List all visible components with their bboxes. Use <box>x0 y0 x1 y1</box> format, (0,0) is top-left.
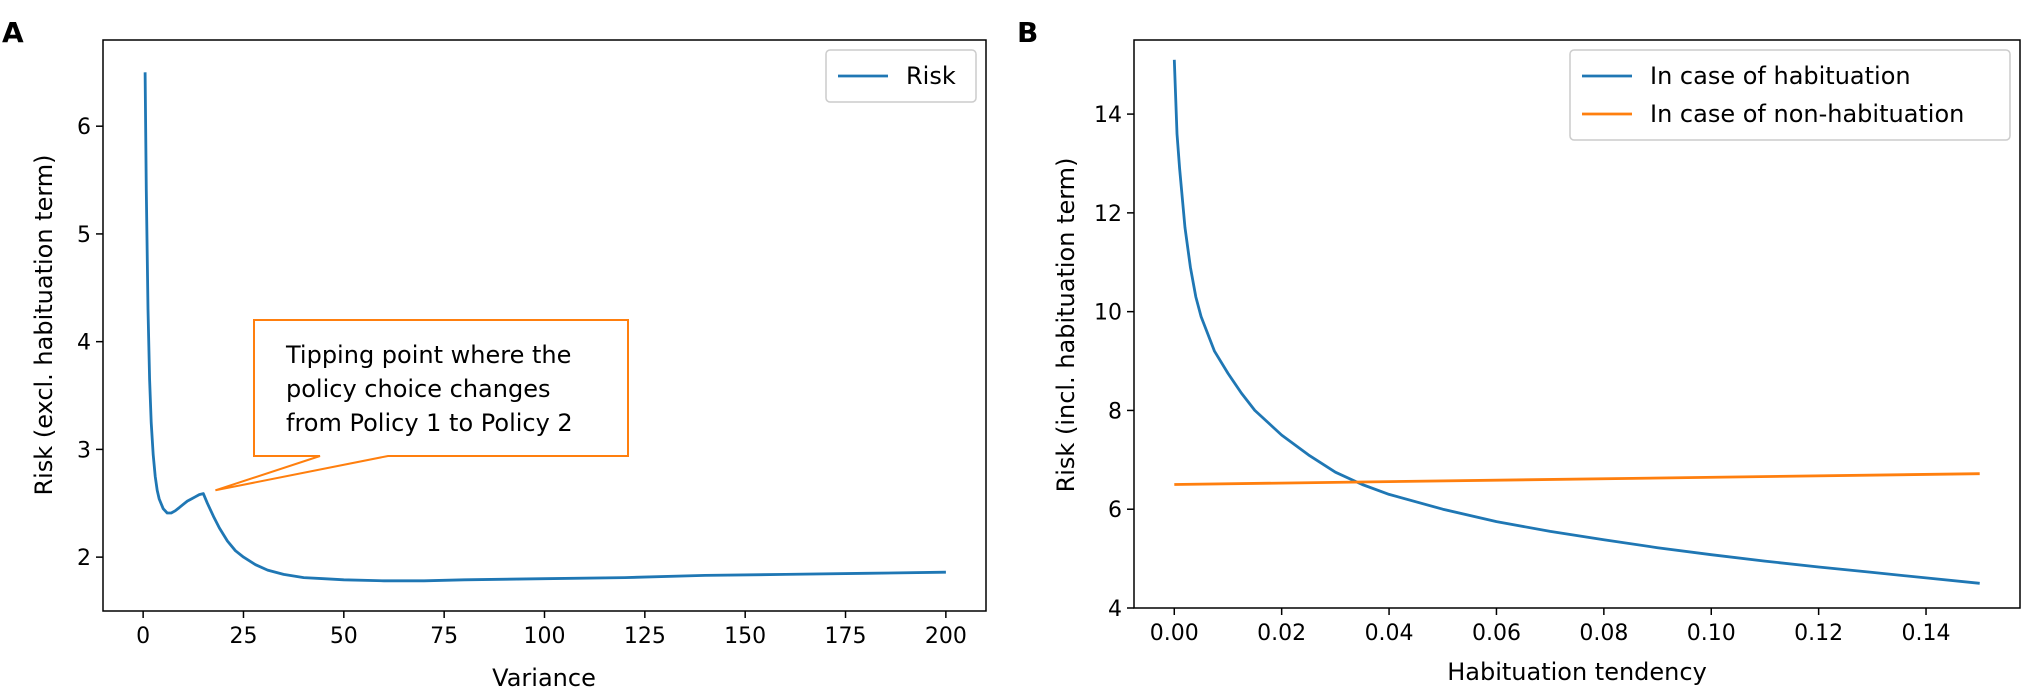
legend-b: In case of habituation In case of non-hab… <box>1569 49 2011 141</box>
plot-frame-a <box>102 39 987 612</box>
legend-entry: Risk <box>906 62 956 90</box>
annotation-line-3: from Policy 1 to Policy 2 <box>286 409 573 437</box>
annotation-callout <box>215 319 629 492</box>
y-tick-label: 4 <box>77 331 91 356</box>
legend-a: Risk <box>825 49 977 103</box>
legend-box <box>1569 49 2011 141</box>
panel-label-b: B <box>1017 16 1038 49</box>
y-tick-label: 2 <box>77 546 91 571</box>
x-tick-label: 125 <box>624 624 666 649</box>
y-axis-label-a: Risk (excl. habituation term) <box>30 154 58 495</box>
x-tick-label: 0.00 <box>1150 621 1199 646</box>
legend-box <box>825 49 977 103</box>
y-tick-label: 12 <box>1094 202 1122 227</box>
y-axis-label-b: Risk (incl. habituation term) <box>1052 158 1080 493</box>
x-tick-label: 200 <box>925 624 967 649</box>
y-tick-label: 3 <box>77 438 91 463</box>
annotation-line-1: Tipping point where the <box>285 341 571 369</box>
x-tick-label: 0.10 <box>1687 621 1736 646</box>
x-tick-label: 75 <box>430 624 458 649</box>
y-tick-label: 6 <box>1108 498 1122 523</box>
x-tick-label: 0.02 <box>1257 621 1306 646</box>
x-tick-label: 0.04 <box>1365 621 1414 646</box>
x-tick-label: 175 <box>825 624 867 649</box>
x-tick-label: 0.12 <box>1794 621 1843 646</box>
legend-entry: In case of non-habituation <box>1650 100 1964 128</box>
x-tick-label: 0.08 <box>1579 621 1628 646</box>
x-tick-label: 50 <box>330 624 358 649</box>
x-tick-label: 0.06 <box>1472 621 1521 646</box>
x-axis-label-b: Habituation tendency <box>1447 658 1707 686</box>
series-line-1 <box>1172 59 1980 585</box>
plot-frame-b <box>1133 39 2021 609</box>
x-tick-label: 25 <box>229 624 257 649</box>
panel-label-a: A <box>2 16 24 49</box>
x-tick-label: 0.14 <box>1902 621 1951 646</box>
chart-b: 0.00 0.02 0.04 0.06 0.08 0.10 0.12 0.14 4 6 8 10 12 1… <box>1052 39 2021 686</box>
y-tick-label: 4 <box>1108 597 1122 622</box>
series-line-1 <box>143 72 946 583</box>
y-tick-label: 6 <box>77 115 91 140</box>
y-tick-label: 14 <box>1094 103 1122 128</box>
y-tick-label: 8 <box>1108 399 1122 424</box>
x-tick-label: 0 <box>136 624 150 649</box>
x-tick-label: 100 <box>524 624 566 649</box>
tipping-point-annotation: Tipping point where the policy choice ch… <box>215 319 629 492</box>
annotation-line-2: policy choice changes <box>286 375 550 403</box>
y-tick-label: 5 <box>77 223 91 248</box>
y-tick-label: 10 <box>1094 301 1122 326</box>
chart-a: 0 25 50 75 100 125 150 175 200 2 3 4 5 6 Tipping poin… <box>30 39 987 692</box>
x-tick-label: 150 <box>724 624 766 649</box>
x-axis-label-a: Variance <box>492 664 596 692</box>
series-line-2 <box>1174 472 1980 486</box>
legend-entry: In case of habituation <box>1650 62 1911 90</box>
